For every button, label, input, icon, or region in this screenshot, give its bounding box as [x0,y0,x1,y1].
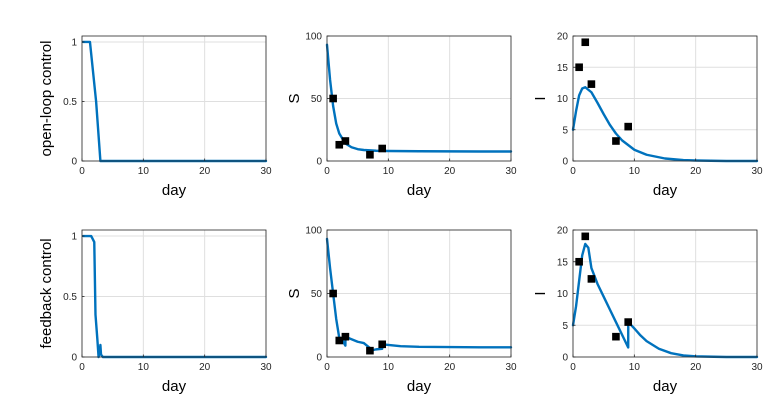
chart-0-1-y-tick-label: 100 [305,32,322,43]
chart-0-0-x-tick-label: 10 [138,166,150,177]
chart-0-2-data-point [612,137,620,145]
chart-0-2-x-tick-label: 0 [570,166,576,177]
chart-1-1-y-tick-label: 50 [311,289,323,300]
chart-0-1-data-point [329,94,337,103]
chart-0-2-x-tick-label: 30 [751,166,763,177]
chart-1-2-x-tick-label: 30 [751,362,763,373]
chart-0-2-y-tick-label: 20 [557,32,569,43]
chart-1-0-y-axis-label: feedback control [38,238,55,348]
chart-1-2-x-axis-label: day [653,378,678,395]
chart-1-1-x-tick-label: 30 [505,362,517,373]
chart-0-1-data-point [378,144,386,153]
chart-1-2-x-tick-label: 20 [690,362,702,373]
chart-1-2-y-tick-label: 10 [557,289,569,300]
chart-1-2-series-line [571,242,759,359]
chart-1-0-x-tick-label: 30 [260,362,272,373]
chart-0-2-y-tick-label: 5 [562,125,568,136]
chart-0-2-x-axis-label: day [653,182,678,199]
chart-1-1-x-axis-label: day [407,378,432,395]
chart-1-2-data-point [612,332,620,341]
chart-1-0-y-tick-label: 1 [71,232,77,243]
chart-0-2-data-point [624,122,632,131]
chart-1-0-axes-box [81,229,267,358]
chart-1-1-x-tick-label: 20 [444,362,456,373]
chart-0-1-y-tick-label: 0 [316,157,322,168]
chart-1-0: 0 10 20 30 0 0.5 1 day feedback control [38,229,272,395]
chart-1-2-y-axis-label: I [532,291,549,295]
chart-1-0-x-axis-label: day [162,378,187,395]
chart-0-2: 0 10 20 30 0 5 10 15 20 day I [532,32,763,200]
chart-0-0: 0 10 20 30 0 0.5 1 day open-loop control [38,35,272,199]
chart-0-1-y-axis-label: S [286,93,303,103]
chart-1-1-data-point [341,332,350,341]
chart-0-2-y-tick-label: 15 [557,63,569,74]
chart-0-1-x-tick-label: 10 [383,166,395,177]
chart-1-1-y-tick-label: 0 [316,353,322,364]
chart-0-0-y-tick-label: 0 [71,157,77,168]
chart-1-0-y-tick-label: 0 [71,353,77,364]
chart-1-0-x-tick-label: 20 [199,362,211,373]
chart-0-0-y-axis-label: open-loop control [38,41,55,157]
chart-0-0-x-tick-label: 0 [79,166,85,177]
chart-1-0-y-tick-label: 0.5 [63,292,77,303]
chart-0-2-x-tick-label: 20 [690,166,702,177]
chart-0-2-data-point [587,80,596,88]
chart-1-1-y-axis-label: S [286,288,303,298]
chart-0-0-x-tick-label: 20 [199,166,211,177]
chart-1-1-series-line [325,237,513,352]
chart-0-1-x-tick-label: 20 [444,166,456,177]
chart-1-2-data-point [581,232,590,241]
chart-0-1-x-axis-label: day [407,182,432,199]
chart-0-1-x-tick-label: 0 [324,166,330,177]
chart-0-1: 0 10 20 30 0 50 100 day S [286,32,517,200]
chart-1-1-data-point [378,340,386,349]
chart-0-2-y-tick-label: 10 [557,94,569,105]
chart-0-1-data-point [335,140,344,149]
chart-1-2-data-point [587,275,596,283]
chart-0-1-x-tick-label: 30 [505,166,517,177]
chart-0-0-x-tick-label: 30 [260,166,272,177]
chart-0-0-axes-box [81,35,267,162]
chart-1-1-y-tick-label: 100 [305,226,322,237]
chart-1-1-data-point [335,336,344,345]
chart-1-0-x-tick-label: 0 [79,362,85,373]
chart-0-2-series-line [571,86,759,163]
chart-1-1-x-tick-label: 0 [324,362,330,373]
chart-1-0-plot-area [82,230,266,357]
chart-1-1-x-tick-label: 10 [383,362,395,373]
chart-0-2-x-tick-label: 10 [629,166,641,177]
chart-1-2-data-point [575,257,583,266]
chart-0-2-data-point [581,38,590,47]
chart-1-2-y-tick-label: 20 [557,226,569,237]
chart-1-1-data-point [329,289,337,298]
chart-1-2-data-point [624,318,632,326]
chart-1-2-x-tick-label: 10 [629,362,641,373]
chart-1-0-x-tick-label: 10 [138,362,150,373]
chart-0-1-y-tick-label: 50 [311,94,323,105]
chart-0-0-x-axis-label: day [162,182,187,199]
chart-1-2: 0 10 20 30 0 5 10 15 20 day I [532,226,763,396]
chart-0-0-y-tick-label: 1 [71,37,77,48]
chart-0-1-series-line [325,43,513,153]
chart-0-0-plot-area [82,36,266,161]
chart-0-0-y-tick-label: 0.5 [63,97,77,108]
chart-0-2-y-axis-label: I [532,96,549,100]
chart-1-2-y-tick-label: 0 [562,353,568,364]
chart-1-2-y-tick-label: 15 [557,257,569,268]
chart-0-1-data-point [366,150,374,159]
chart-0-2-y-tick-label: 0 [562,157,568,168]
chart-1-1-data-point [366,346,374,355]
chart-1-2-y-tick-label: 5 [562,321,568,332]
chart-0-1-data-point [341,137,350,145]
chart-1-1: 0 10 20 30 0 50 100 day S [286,226,517,396]
chart-0-2-data-point [575,63,583,72]
chart-1-2-x-tick-label: 0 [570,362,576,373]
